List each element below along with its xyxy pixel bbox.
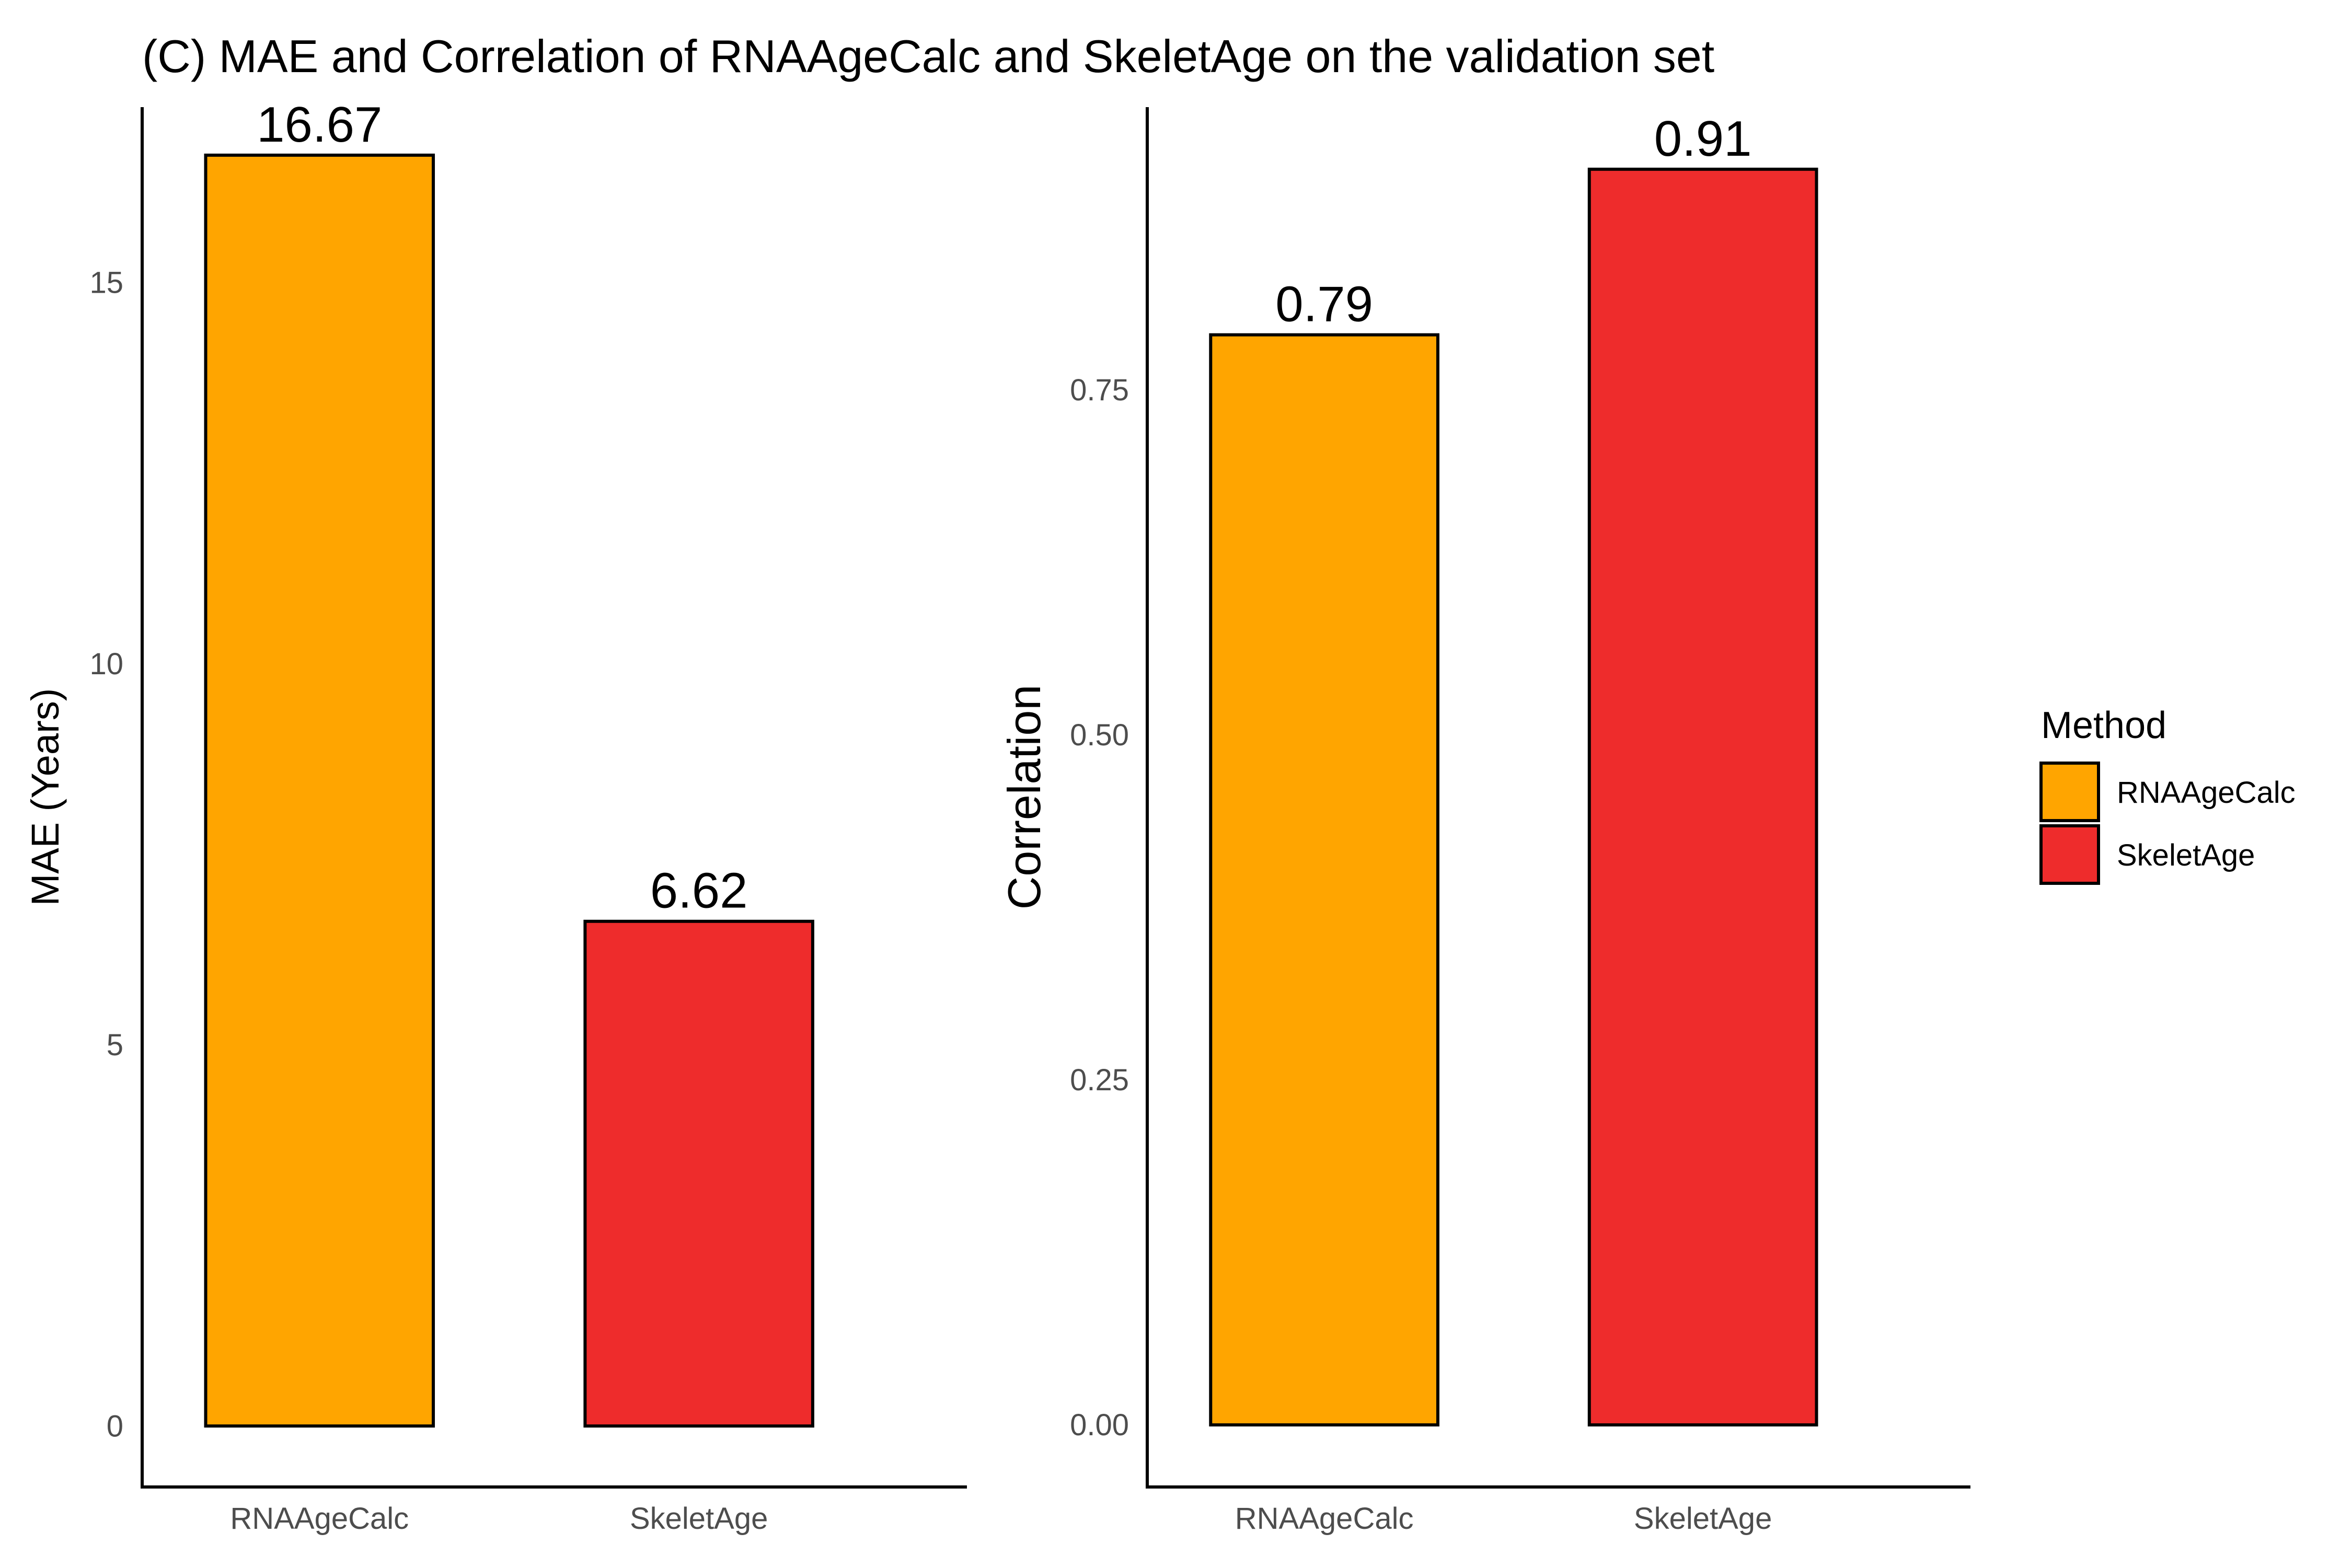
legend-swatch-rnaagecalc <box>2039 762 2100 822</box>
correlation-panel: 0.79 RNAAgeCalc 0.91 SkeletAge 0.00 0.25 0.50 0… <box>998 107 1970 1536</box>
bar-value-label: 0.79 <box>1275 276 1373 332</box>
legend-swatch-skeletage <box>2039 824 2100 885</box>
y-tick-label: 0.50 <box>1070 718 1129 752</box>
bar-rnaagecalc <box>1209 333 1439 1427</box>
bar-value-label: 16.67 <box>257 97 382 153</box>
y-tick-label: 15 <box>89 266 123 299</box>
y-tick-label: 0 <box>107 1409 123 1443</box>
bar-skeletage <box>1587 167 1818 1427</box>
legend-label-rnaagecalc: RNAAgeCalc <box>2117 776 2296 810</box>
y-axis-title: Correlation <box>998 685 1050 909</box>
legend-items: RNAAgeCalc SkeletAge <box>2039 762 2296 885</box>
y-tick-label: 5 <box>107 1028 123 1062</box>
legend-label-skeletage: SkeletAge <box>2117 838 2255 872</box>
bar-value-label: 0.91 <box>1654 111 1752 167</box>
x-tick-label: SkeletAge <box>630 1502 768 1536</box>
y-tick-label: 0.25 <box>1070 1063 1129 1097</box>
mae-panel: 16.67 RNAAgeCalc 6.62 SkeletAge 0 5 10 15 MAE (Y… <box>24 97 967 1536</box>
x-tick-label: RNAAgeCalc <box>230 1502 409 1536</box>
legend: Method RNAAgeCalc SkeletAge <box>2039 705 2296 885</box>
bar-value-label: 6.62 <box>650 863 748 919</box>
x-tick-label: RNAAgeCalc <box>1235 1502 1414 1536</box>
bar-skeletage <box>583 919 814 1428</box>
chart-title: (C) MAE and Correlation of RNAAgeCalc an… <box>142 30 1714 82</box>
y-tick-label: 0.00 <box>1070 1408 1129 1442</box>
bar-rnaagecalc <box>204 153 435 1428</box>
y-tick-label: 0.75 <box>1070 373 1129 407</box>
x-tick-label: SkeletAge <box>1634 1502 1772 1536</box>
legend-title: Method <box>2041 705 2166 746</box>
y-tick-label: 10 <box>89 647 123 681</box>
y-axis-title: MAE (Years) <box>24 688 67 906</box>
